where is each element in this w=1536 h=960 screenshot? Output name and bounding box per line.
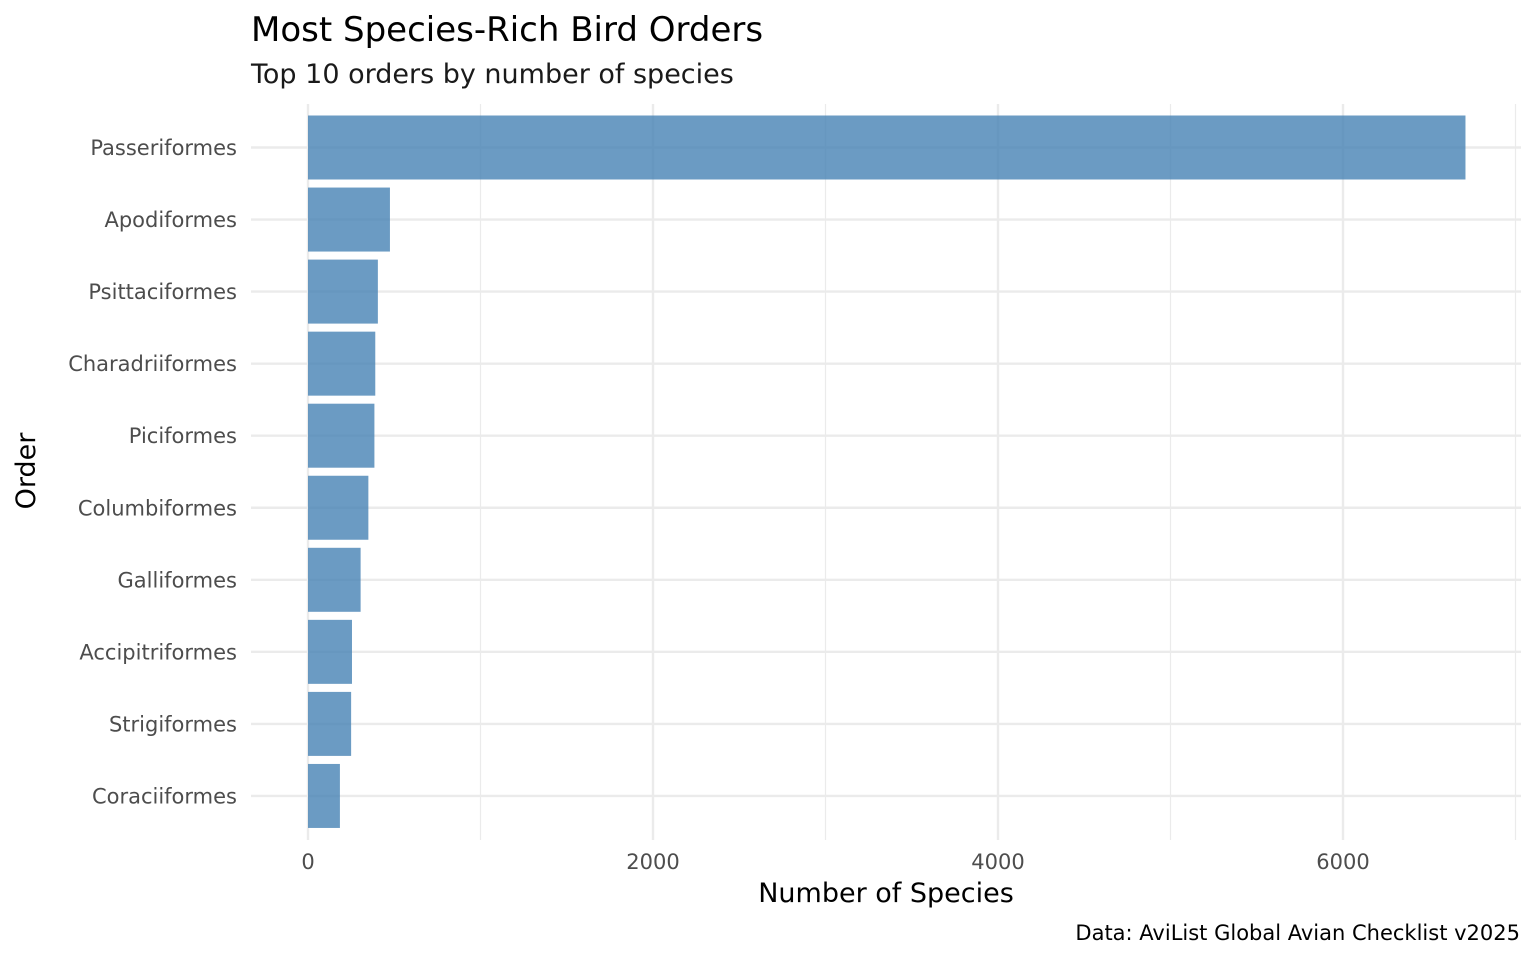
x-tick-label: 0 [301,850,314,874]
y-tick-label-psittaciformes: Psittaciformes [88,280,237,304]
bar-galliformes [308,547,361,612]
y-tick-label-galliformes: Galliformes [118,568,237,592]
bars [308,115,1466,828]
x-tick-label: 2000 [626,850,679,874]
x-tick-label: 6000 [1316,850,1369,874]
chart-subtitle: Top 10 orders by number of species [250,59,734,90]
y-tick-label-passeriformes: Passeriformes [90,136,237,160]
x-tick-label: 4000 [971,850,1024,874]
bar-strigiformes [308,691,352,756]
x-axis-tick-labels: 0 2000 4000 6000 [301,850,1369,874]
y-tick-label-columbiformes: Columbiformes [78,496,237,520]
y-tick-label-piciformes: Piciformes [129,424,237,448]
y-tick-label-strigiformes: Strigiformes [109,712,237,736]
y-tick-label-apodiformes: Apodiformes [104,208,237,232]
bar-accipitriformes [308,619,352,684]
bar-passeriformes [308,115,1466,180]
x-axis-title: Number of Species [758,878,1014,909]
y-axis-tick-labels: Passeriformes Apodiformes Psittaciformes Ch… [68,136,237,808]
y-tick-label-charadriiformes: Charadriiformes [68,352,237,376]
gridlines [251,104,1521,840]
chart-caption: Data: AviList Global Avian Checklist v20… [1075,921,1520,945]
bar-charadriiformes [308,331,376,396]
chart-title: Most Species-Rich Bird Orders [251,10,763,50]
bar-piciformes [308,403,375,468]
bar-coraciiformes [308,763,340,828]
bar-psittaciformes [308,259,378,324]
bar-columbiformes [308,475,369,540]
y-axis-title: Order [11,432,42,510]
bar-apodiformes [308,187,390,252]
y-tick-label-accipitriformes: Accipitriformes [79,640,237,664]
y-tick-label-coraciiformes: Coraciiformes [92,784,237,808]
